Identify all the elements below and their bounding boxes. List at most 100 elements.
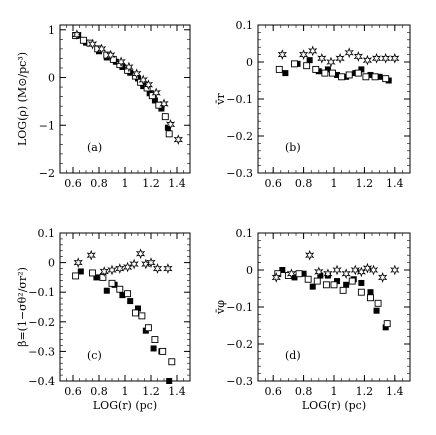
data-point-star [326,56,336,68]
x-tick-label: 0.6 [264,177,282,190]
y-tick-label: 0 [48,72,55,85]
data-point-filled-square [317,272,324,279]
data-point-star [106,49,116,61]
data-point-star [138,74,148,86]
data-point-open-square [165,130,173,138]
data-point-filled-square [367,289,374,296]
data-point-star [173,134,183,145]
y-axis-label: v̄r [214,93,227,106]
data-point-open-square [357,288,365,296]
data-point-open-square [124,290,132,298]
data-point-open-square [159,347,167,355]
x-axis-label: LOG(r) (pc) [302,399,366,412]
data-point-open-square [322,281,330,289]
y-tick-label: 0 [246,56,253,69]
x-tick-label: 1.4 [386,177,404,190]
y-axis-label: β=(1−σθ²/σr²) [16,267,29,347]
data-point-star [353,51,363,62]
data-point-open-square [303,62,311,70]
data-point-open-square [108,279,116,287]
y-tick-label: 0.1 [38,227,56,240]
data-point-filled-square [334,71,341,78]
data-point-filled-square [282,70,289,77]
y-tick-label: −0.2 [226,338,253,351]
panel-c: 0.6 0.8 1 1.2 1.4 −0.4 −0.3 −0.2 −0.1 0 0.1 β=(1−σθ… [16,227,191,412]
panel-label: (a) [87,141,102,154]
data-point-open-square [138,312,146,320]
y-tick-label: −1 [39,119,55,132]
y-tick-label: −0.4 [28,375,55,388]
data-point-star [151,87,161,99]
data-point-filled-square [309,283,316,290]
data-point-star [344,47,354,59]
data-point-star [362,262,373,274]
y-tick-label: 0 [246,264,253,277]
data-point-filled-square [306,57,313,64]
x-tick-label: 1.2 [356,385,374,398]
data-point-star [159,98,169,110]
data-point-open-square [321,69,329,77]
data-point-star [371,52,382,64]
data-point-star [96,43,107,55]
panel-label: (b) [285,141,301,154]
data-point-star [368,264,379,276]
data-point-open-square [338,73,346,81]
data-point-star [390,264,400,276]
data-point-open-square [312,65,320,73]
data-point-star [87,38,98,50]
data-point-star [132,68,142,80]
data-point-open-square [144,324,152,332]
plot-frame [59,24,191,174]
data-point-open-square [354,69,362,77]
data-point-filled-square [376,73,383,80]
data-point-star [122,261,133,273]
x-tick-label: 1.4 [386,385,404,398]
x-tick-label: 0.8 [295,177,313,190]
data-point-open-square [291,60,298,68]
y-tick-label: −0.2 [28,316,55,329]
x-tick-label: 1.2 [356,177,374,190]
x-tick-label: 0.6 [64,385,82,398]
y-tick-label: 1 [48,24,55,37]
y-axis-label: LOG(ρ) (M⊙/pc³) [16,52,29,146]
data-point-star [390,52,400,64]
data-point-star [135,248,146,260]
data-point-star [381,52,391,64]
data-point-open-square [330,281,338,289]
data-point-star [317,52,327,64]
data-point-open-square [116,285,124,293]
data-point-open-square [151,336,159,344]
x-tick-label: 0.6 [64,177,82,190]
data-point-star [116,56,126,68]
y-tick-label: −0.3 [28,345,55,358]
x-tick-label: 1.2 [142,177,160,190]
data-point-star [129,258,139,270]
data-point-star [271,272,281,283]
data-point-filled-square [151,97,158,104]
data-point-open-square [89,269,96,277]
data-point-filled-square [103,287,110,294]
data-point-filled-square [358,66,365,73]
data-point-filled-square [135,305,141,312]
x-tick-label: 0.6 [264,385,282,398]
data-point-star [350,264,360,276]
data-point-open-square [374,299,382,307]
y-tick-label: −0.1 [226,301,253,314]
data-point-star [99,266,109,277]
x-tick-label: 0.8 [90,177,108,190]
y-tick-label: −0.3 [226,375,253,388]
data-point-filled-square [300,270,307,277]
data-point-open-square [348,277,356,285]
data-point-filled-square [343,281,350,288]
data-point-star [308,45,318,57]
data-point-filled-square [334,278,341,285]
y-tick-label: 0 [48,257,55,270]
data-point-open-square [275,65,283,73]
data-point-open-square [371,73,379,81]
data-point-star [165,118,176,130]
data-point-star [298,49,309,60]
data-point-filled-square [77,268,84,275]
data-point-filled-square [164,124,171,131]
data-point-star [378,272,388,283]
